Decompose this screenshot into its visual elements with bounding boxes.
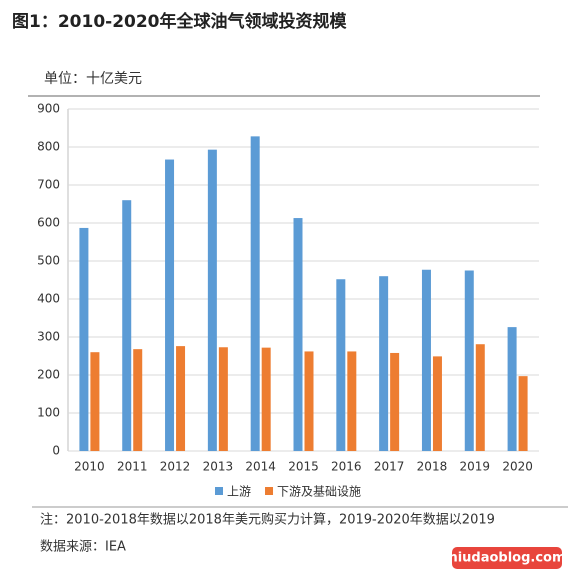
bar xyxy=(390,352,400,451)
bar xyxy=(207,149,217,451)
legend-swatch xyxy=(215,487,223,495)
bar xyxy=(432,356,442,451)
x-tick-label: 2016 xyxy=(331,460,362,474)
bar xyxy=(475,344,485,451)
y-tick-label: 700 xyxy=(37,178,60,192)
bar xyxy=(218,347,228,451)
x-tick-label: 2015 xyxy=(288,460,319,474)
x-tick-label: 2012 xyxy=(160,460,191,474)
chart-title: 图1：2010-2020年全球油气领域投资规模 xyxy=(12,11,348,32)
legend-label: 上游 xyxy=(227,485,251,499)
x-tick-label: 2011 xyxy=(117,460,148,474)
y-tick-label: 500 xyxy=(37,254,60,268)
y-tick-label: 900 xyxy=(37,102,60,116)
x-tick-label: 2017 xyxy=(374,460,405,474)
x-tick-label: 2020 xyxy=(502,460,533,474)
bar xyxy=(347,351,357,451)
bar xyxy=(421,269,431,451)
y-tick-label: 300 xyxy=(37,330,60,344)
x-tick-label: 2014 xyxy=(245,460,276,474)
y-tick-label: 100 xyxy=(37,406,60,420)
y-tick-label: 400 xyxy=(37,292,60,306)
x-tick-label: 2019 xyxy=(459,460,490,474)
bar xyxy=(518,376,528,451)
bar xyxy=(293,218,303,451)
x-tick-label: 2010 xyxy=(74,460,105,474)
bar xyxy=(379,276,389,451)
watermark: niudaoblog.com xyxy=(448,551,565,566)
y-tick-label: 800 xyxy=(37,140,60,154)
y-tick-label: 0 xyxy=(52,444,60,458)
bar xyxy=(250,136,260,452)
bar xyxy=(304,351,314,451)
unit-label: 单位：十亿美元 xyxy=(44,71,142,87)
source: 数据来源：IEA xyxy=(40,540,126,555)
x-tick-label: 2013 xyxy=(203,460,234,474)
legend-label: 下游及基础设施 xyxy=(277,485,361,499)
y-tick-label: 600 xyxy=(37,216,60,230)
legend-swatch xyxy=(265,487,274,495)
x-tick-label: 2018 xyxy=(417,460,448,474)
bar xyxy=(90,352,100,451)
watermark-box xyxy=(452,547,562,569)
bar xyxy=(261,347,271,451)
bar xyxy=(176,346,186,451)
note: 注：2010-2018年数据以2018年美元购买力计算，2019-2020年数据… xyxy=(40,512,495,528)
bar xyxy=(165,159,175,452)
y-tick-label: 200 xyxy=(37,368,60,382)
bar xyxy=(464,270,474,451)
bar xyxy=(79,227,89,451)
bar xyxy=(336,279,346,451)
bar xyxy=(133,349,143,451)
bar xyxy=(122,200,132,451)
bar xyxy=(507,327,517,451)
